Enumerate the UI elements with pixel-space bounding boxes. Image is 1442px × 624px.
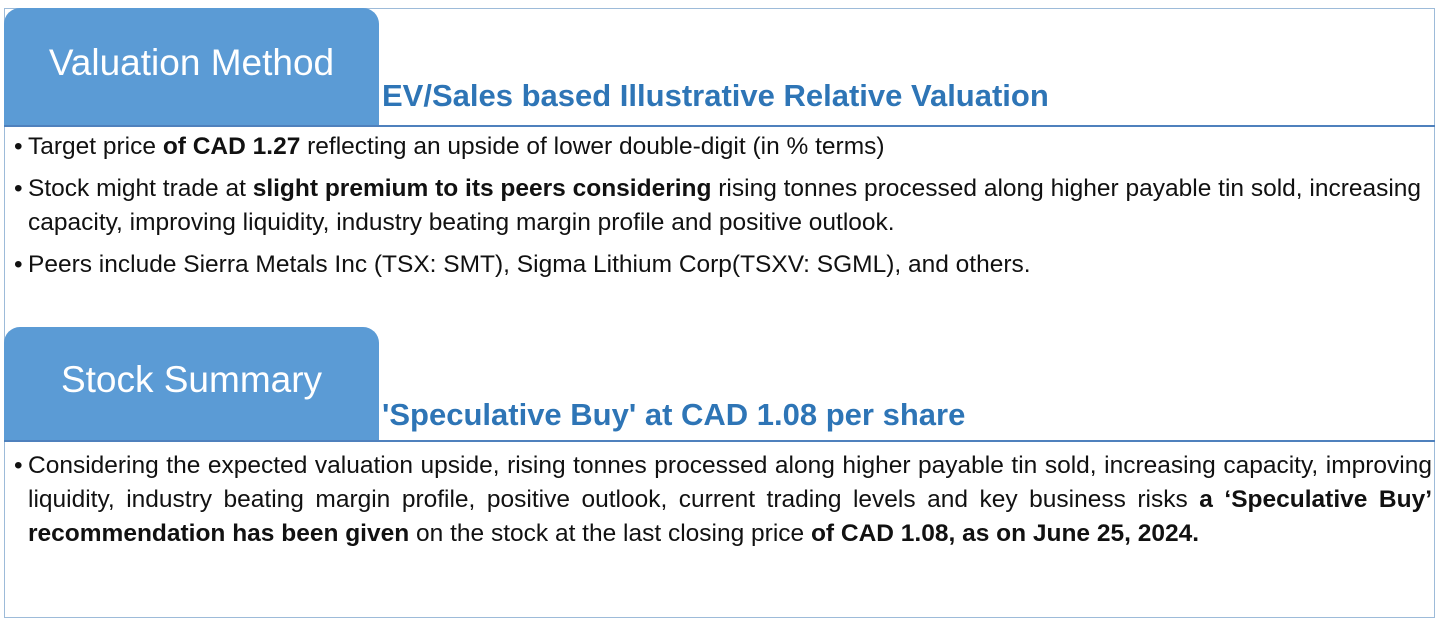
stock-summary-tab-label: Stock Summary bbox=[60, 359, 323, 400]
bullet-text-bold: a ‘Speculative Buy’ recommendation has b… bbox=[28, 486, 1432, 547]
bullet-text: Peers include Sierra Metals Inc (TSX: SM… bbox=[28, 251, 1031, 278]
bullet-text: reflecting an upside of lower double-dig… bbox=[300, 133, 885, 160]
valuation-divider bbox=[4, 125, 1435, 127]
stock-summary-bullet-list: Considering the expected valuation upsid… bbox=[14, 449, 1432, 551]
content-frame bbox=[4, 8, 1435, 618]
stock-summary-divider bbox=[4, 440, 1435, 442]
valuation-bullet: Target price of CAD 1.27 reflecting an u… bbox=[14, 130, 1432, 164]
valuation-bullet-list: Target price of CAD 1.27 reflecting an u… bbox=[14, 130, 1432, 290]
bullet-text-bold: of CAD 1.27 bbox=[162, 133, 301, 160]
bullet-text: Stock might trade at bbox=[28, 175, 253, 202]
stock-summary-bullet: Considering the expected valuation upsid… bbox=[14, 449, 1432, 551]
bullet-text: Target price bbox=[28, 133, 163, 160]
valuation-method-tab-label: Valuation Method bbox=[48, 42, 335, 83]
bullet-text-bold: slight premium to its peers considering bbox=[252, 175, 712, 202]
stock-summary-tab: Stock Summary bbox=[4, 327, 379, 441]
bullet-text: on the stock at the last closing price bbox=[409, 520, 811, 547]
bullet-text: Considering the expected valuation upsid… bbox=[28, 452, 1432, 513]
bullet-text: rising tonnes processed along higher pay… bbox=[28, 175, 1422, 236]
stock-summary-heading: 'Speculative Buy' at CAD 1.08 per share bbox=[382, 397, 966, 432]
valuation-bullet: Stock might trade at slight premium to i… bbox=[14, 172, 1432, 240]
valuation-bullet: Peers include Sierra Metals Inc (TSX: SM… bbox=[14, 248, 1432, 282]
bullet-text-bold: of CAD 1.08, as on June 25, 2024. bbox=[810, 520, 1200, 547]
valuation-method-tab: Valuation Method bbox=[4, 8, 379, 126]
valuation-heading: EV/Sales based Illustrative Relative Val… bbox=[382, 78, 1049, 113]
